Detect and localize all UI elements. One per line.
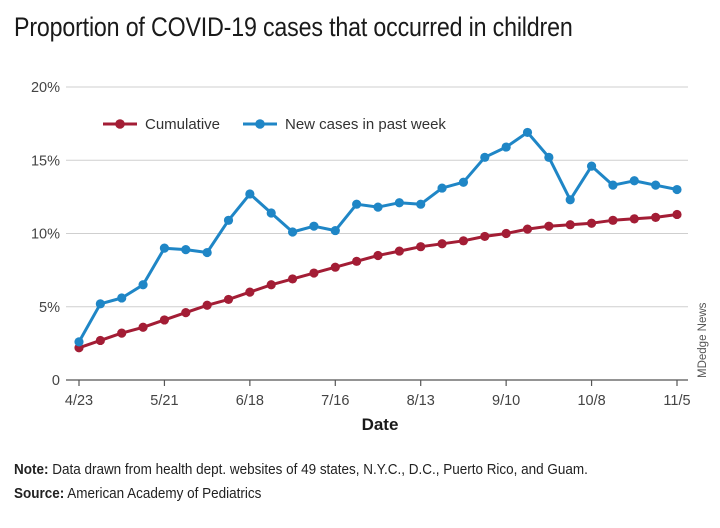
data-point [608, 180, 618, 190]
data-point [416, 199, 426, 209]
data-point [352, 256, 362, 266]
source-text: American Academy of Pediatrics [67, 486, 262, 502]
data-point [480, 152, 490, 162]
x-tick-label: 11/5 [663, 393, 690, 409]
data-point [586, 161, 597, 171]
series-lines [74, 127, 682, 353]
x-tick-label: 5/21 [150, 393, 178, 409]
legend-label: New cases in past week [285, 116, 446, 133]
data-point [223, 215, 234, 225]
data-point [458, 177, 469, 187]
data-point [651, 180, 661, 190]
x-tick-label: 10/8 [577, 393, 605, 409]
x-tick-label: 4/23 [65, 393, 93, 409]
data-point [437, 239, 447, 249]
legend-swatch-dot [115, 119, 125, 129]
data-point [373, 250, 383, 261]
x-axis-label: Date [362, 415, 399, 434]
source-line: Source: American Academy of Pediatrics [14, 486, 261, 502]
data-point [544, 221, 554, 231]
data-point [95, 299, 105, 309]
data-point [501, 228, 511, 239]
axes [66, 379, 688, 386]
series-line-0 [78, 213, 678, 350]
data-point [373, 202, 383, 212]
data-point [117, 293, 127, 303]
data-point [565, 195, 575, 205]
note-text: Data drawn from health dept. websites of… [52, 462, 588, 478]
data-point [245, 189, 255, 199]
data-point [651, 212, 661, 222]
data-point [223, 294, 234, 305]
note-line: Note: Data drawn from health dept. websi… [14, 462, 588, 478]
data-point [629, 176, 639, 186]
data-point [394, 198, 404, 208]
gridlines [66, 86, 688, 308]
x-tick-labels: 4/23 5/21 6/18 7/16 8/13 9/10 10/8 11/5 [65, 393, 691, 409]
data-point [501, 142, 511, 152]
data-point [458, 236, 469, 246]
data-point [117, 328, 127, 338]
data-point [159, 243, 170, 253]
data-point [352, 199, 362, 209]
data-point [245, 287, 255, 297]
data-point [394, 246, 404, 256]
data-point [266, 208, 276, 218]
data-point [672, 209, 682, 220]
data-point [309, 221, 319, 231]
chart-title: Proportion of COVID-19 cases that occurr… [14, 12, 573, 42]
y-tick-label: 0 [52, 373, 60, 389]
legend: Cumulative New cases in past week [103, 116, 446, 133]
legend-swatch-dot [255, 119, 265, 129]
data-point [159, 315, 170, 325]
data-point [330, 225, 340, 236]
data-point [330, 262, 340, 272]
data-point [416, 242, 426, 252]
data-point [138, 322, 148, 332]
data-point [138, 280, 148, 290]
note-label: Note: [14, 462, 49, 478]
y-tick-label: 10% [31, 227, 60, 243]
data-point [74, 337, 84, 347]
data-point [544, 152, 554, 162]
data-point [181, 245, 191, 255]
data-point [437, 183, 447, 193]
x-tick-label: 7/16 [321, 393, 349, 409]
data-point [522, 127, 533, 138]
data-point [608, 215, 618, 225]
data-point [95, 335, 105, 346]
series-line-1 [77, 130, 678, 343]
x-tick-label: 6/18 [236, 393, 264, 409]
source-label: Source: [14, 486, 65, 502]
data-point [181, 308, 191, 318]
data-point [672, 184, 682, 195]
y-tick-label: 15% [31, 153, 60, 169]
legend-label: Cumulative [145, 116, 220, 133]
data-point [629, 214, 639, 224]
data-point [266, 280, 276, 290]
x-tick-label: 8/13 [407, 393, 435, 409]
y-tick-label: 20% [31, 80, 60, 96]
data-point [480, 231, 490, 242]
data-point [202, 300, 212, 310]
y-tick-label: 5% [39, 300, 60, 316]
data-point [202, 247, 212, 258]
data-point [309, 268, 319, 278]
y-tick-labels: 0 5% 10% 15% 20% [31, 80, 60, 389]
data-point [586, 218, 597, 228]
x-tick-label: 9/10 [492, 393, 520, 409]
data-point [287, 227, 298, 237]
data-point [287, 274, 298, 284]
data-point [565, 220, 575, 230]
credit-text: MDedge News [697, 302, 709, 378]
data-point [522, 224, 533, 234]
